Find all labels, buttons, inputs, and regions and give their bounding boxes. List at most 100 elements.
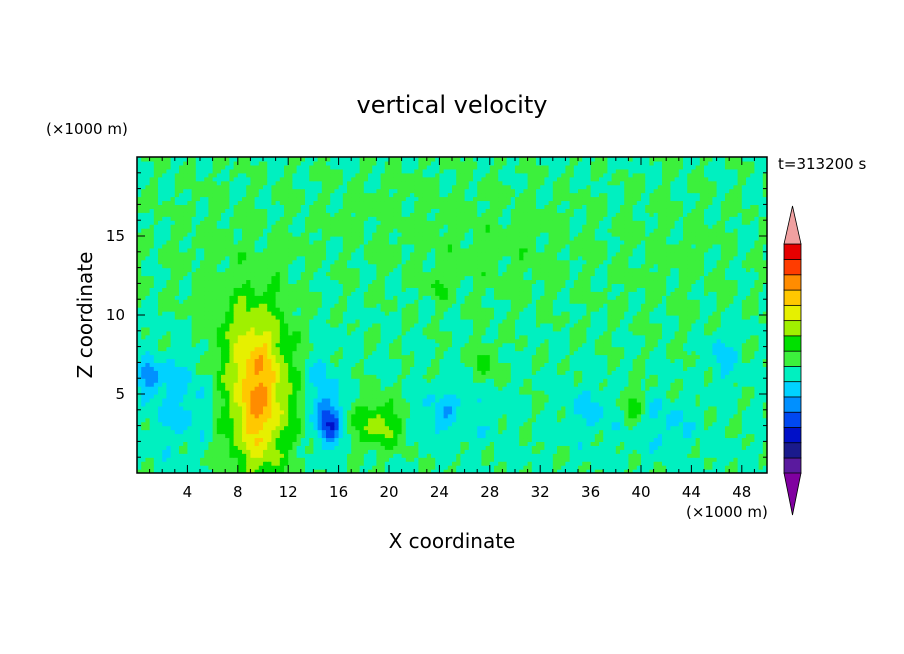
field-cell — [342, 374, 348, 379]
field-cell — [284, 397, 289, 403]
field-cell — [481, 350, 487, 356]
field-cell — [431, 437, 436, 442]
field-cell — [527, 394, 533, 399]
field-cell — [561, 397, 566, 403]
field-cell — [641, 425, 646, 431]
field-cell — [305, 441, 310, 446]
field-cell — [578, 445, 583, 450]
field-cell — [422, 465, 428, 470]
field-cell — [741, 461, 747, 466]
field-cell — [368, 409, 373, 415]
field-cell — [519, 370, 524, 375]
field-cell — [187, 366, 193, 371]
field-cell — [746, 362, 751, 367]
field-cell — [384, 469, 390, 473]
field-cell — [162, 429, 167, 435]
field-cell — [762, 429, 767, 435]
field-cell — [741, 409, 747, 415]
field-cell — [216, 433, 222, 439]
field-cell — [624, 374, 629, 379]
field-cell — [557, 457, 562, 462]
field-cell — [292, 390, 298, 395]
field-cell — [317, 390, 323, 395]
field-cell — [254, 457, 260, 462]
field-cell — [342, 441, 348, 446]
field-cell — [447, 465, 453, 470]
field-cell — [750, 469, 755, 473]
field-cell — [762, 362, 767, 367]
field-cell — [452, 378, 457, 383]
field-cell — [540, 457, 545, 462]
field-cell — [271, 370, 277, 375]
field-cell — [708, 366, 713, 371]
field-cell — [317, 382, 323, 387]
field-cell — [557, 354, 562, 360]
field-cell — [305, 358, 310, 363]
field-cell — [607, 374, 613, 379]
field-cell — [351, 433, 356, 439]
field-cell — [439, 405, 445, 411]
field-cell — [750, 366, 755, 371]
field-cell — [384, 461, 390, 466]
field-cell — [397, 386, 403, 391]
field-cell — [594, 401, 600, 407]
field-cell — [725, 358, 730, 363]
field-cell — [271, 338, 277, 344]
field-cell — [510, 469, 516, 473]
field-cell — [720, 445, 726, 450]
field-cell — [359, 441, 365, 446]
field-cell — [204, 421, 209, 427]
field-cell — [615, 366, 621, 371]
field-cell — [506, 378, 512, 383]
field-cell — [334, 465, 340, 470]
field-cell — [397, 390, 403, 395]
field-cell — [208, 461, 214, 466]
field-cell — [473, 354, 478, 360]
field-cell — [683, 350, 688, 356]
field-cell — [384, 429, 390, 435]
field-cell — [422, 449, 428, 454]
field-cell — [666, 445, 671, 450]
field-cell — [645, 382, 650, 387]
field-cell — [376, 386, 382, 391]
field-cell — [666, 382, 671, 387]
field-cell — [456, 370, 461, 375]
field-cell — [645, 445, 650, 450]
field-cell — [544, 409, 550, 415]
field-cell — [552, 417, 558, 423]
field-cell — [242, 421, 247, 427]
field-cell — [435, 449, 440, 454]
field-cell — [338, 386, 344, 391]
field-cell — [195, 453, 201, 458]
field-cell — [359, 465, 365, 470]
field-cell — [527, 417, 533, 423]
field-cell — [258, 453, 264, 458]
field-cell — [645, 465, 650, 470]
field-cell — [582, 382, 587, 387]
field-cell — [624, 397, 629, 403]
field-cell — [628, 433, 634, 439]
field-cell — [208, 437, 214, 442]
field-cell — [326, 441, 331, 446]
field-cell — [166, 465, 172, 470]
field-cell — [284, 433, 289, 439]
field-cell — [536, 378, 541, 383]
field-cell — [284, 401, 289, 407]
field-cell — [242, 469, 247, 473]
field-cell — [237, 417, 243, 423]
field-cell — [372, 421, 377, 427]
field-cell — [380, 453, 386, 458]
field-cell — [237, 449, 243, 454]
field-cell — [317, 346, 323, 352]
field-cell — [481, 421, 487, 427]
field-cell — [662, 413, 667, 419]
field-cell — [313, 413, 319, 419]
field-cell — [242, 441, 247, 446]
field-cell — [573, 366, 579, 371]
field-cell — [216, 354, 222, 360]
field-cell — [263, 350, 268, 356]
field-cell — [683, 429, 688, 435]
field-cell — [456, 437, 461, 442]
field-cell — [720, 366, 726, 371]
field-cell — [615, 457, 621, 462]
